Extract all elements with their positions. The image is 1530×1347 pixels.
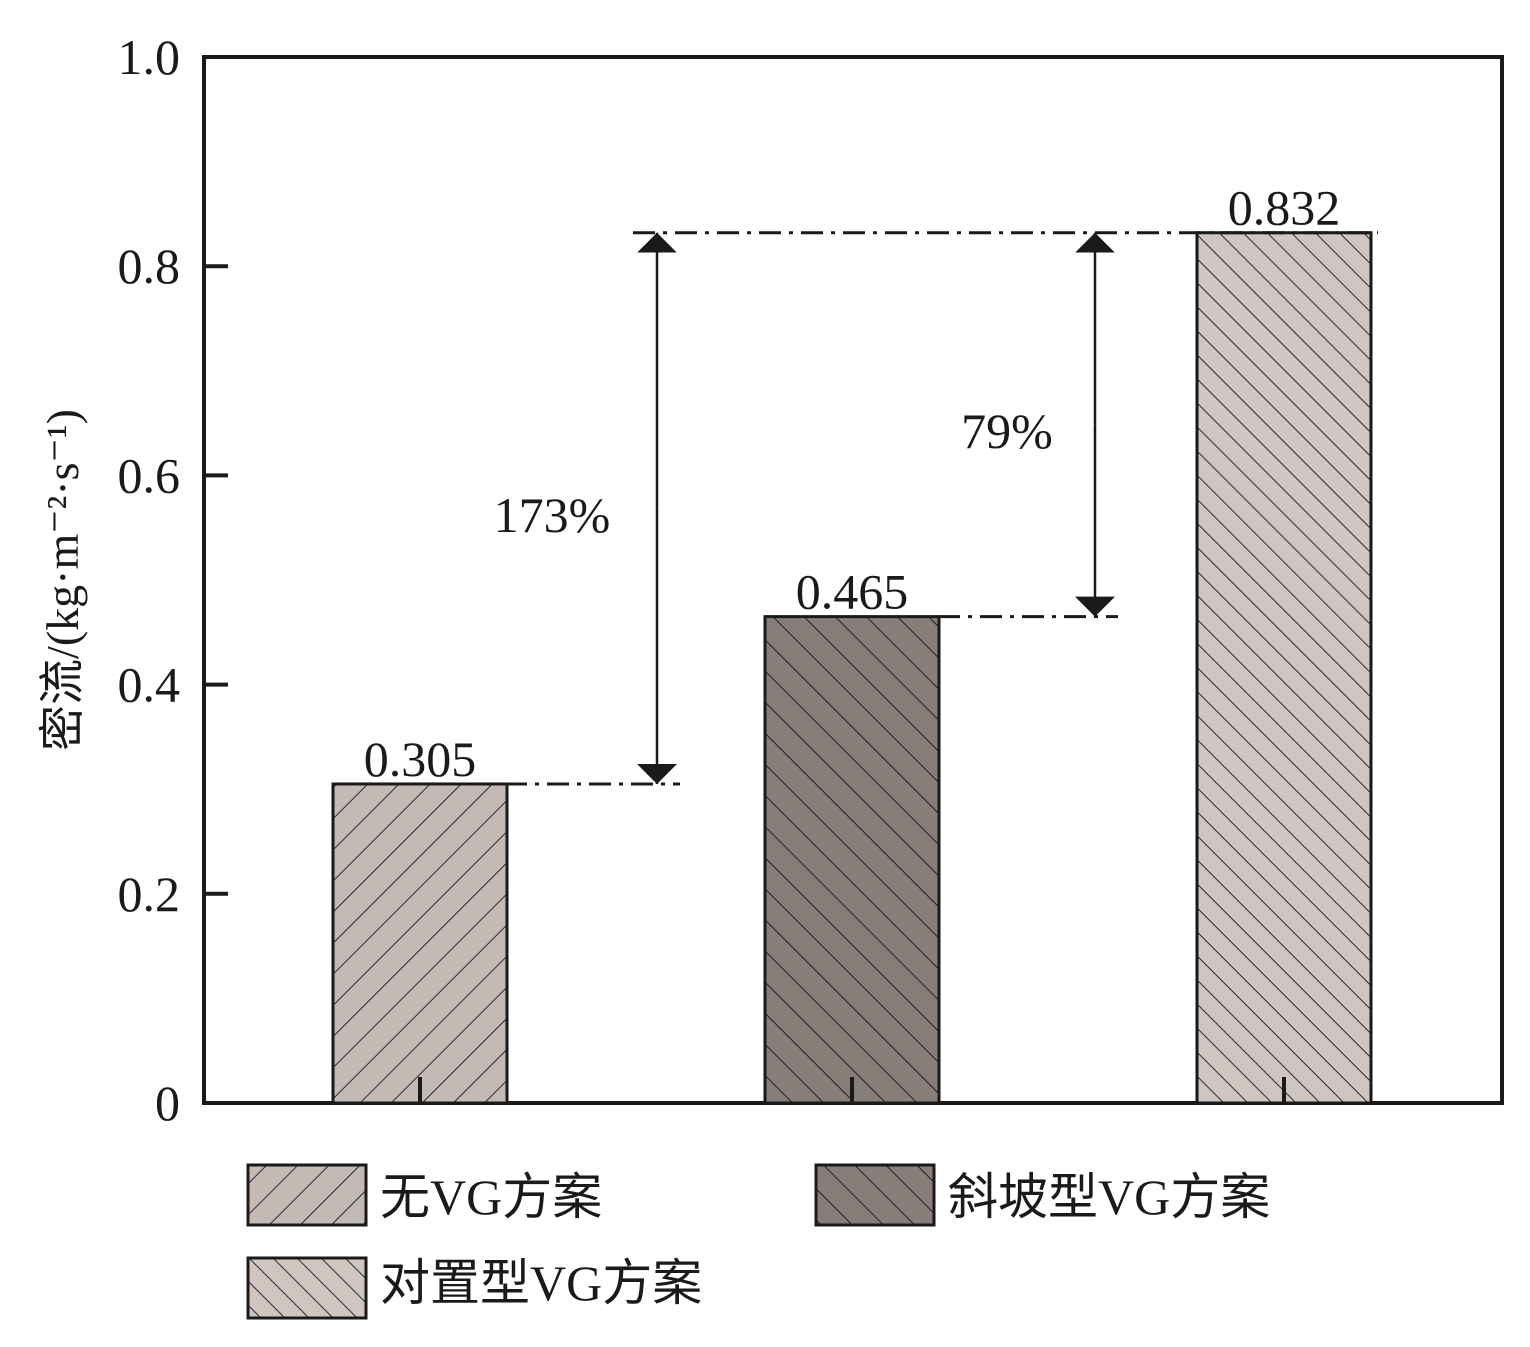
legend-label-slope-vg: 斜坡型VG方案 [948,1169,1270,1225]
y-tick-label: 0.2 [118,866,181,922]
value-labels: 0.305 0.465 0.832 [364,180,1341,787]
y-axis: 0 0.2 0.4 0.6 0.8 1.0 [118,29,228,1131]
y-tick-label: 1.0 [118,29,181,85]
legend-swatch-no-vg [246,1163,368,1227]
annotations: 173% 79% [494,231,1378,786]
bar-1 [331,782,509,1105]
legend-label-no-vg: 无VG方案 [380,1169,602,1225]
legend-swatch-opposed-vg [246,1256,368,1320]
bar-3 [1195,231,1373,1105]
bar-value-label-1: 0.305 [364,731,477,787]
legend-swatch-slope-vg [814,1163,936,1227]
bar-value-label-3: 0.832 [1228,180,1341,236]
bar-value-label-2: 0.465 [796,564,909,620]
annotation-79-percent: 79% [961,403,1053,459]
legend-label-opposed-vg: 对置型VG方案 [380,1255,702,1311]
legend: 无VG方案 斜坡型VG方案 对置型VG方案 [246,1163,1270,1320]
bar-2 [763,615,941,1105]
y-tick-label: 0.8 [118,238,181,294]
y-axis-label: 密流/(kg·m⁻²·s⁻¹) [37,409,88,751]
y-tick-label: 0 [155,1075,180,1131]
annotation-173-percent: 173% [494,487,611,543]
x-ticks [418,1077,1286,1103]
bars [331,231,1373,1105]
y-tick-label: 0.6 [118,447,181,503]
y-tick-label: 0.4 [118,657,181,713]
